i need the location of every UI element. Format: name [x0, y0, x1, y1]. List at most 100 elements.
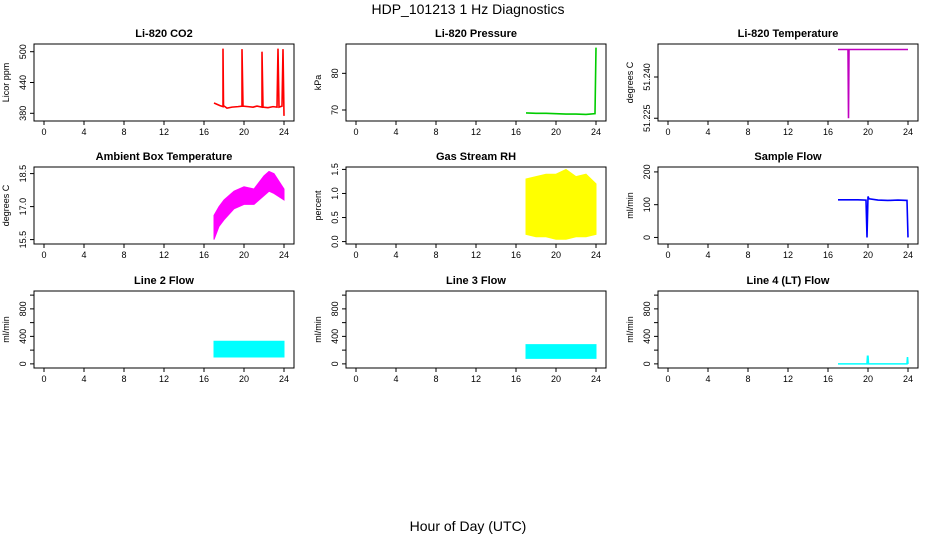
chart-panel: Li-820 Temperature degrees C 0 4 8 12 16 20 24 51…: [625, 28, 919, 137]
x-tick-label: 24: [903, 374, 913, 384]
y-tick-label: 440: [18, 75, 28, 90]
panel-title: Ambient Box Temperature: [96, 151, 233, 163]
chart-panel: Gas Stream RH percent 0 4 8 12 16 20 24 0.0 0.5 1.0…: [313, 151, 607, 260]
x-tick-label: 8: [745, 374, 750, 384]
y-tick-label: 800: [642, 301, 652, 316]
chart-panel: Line 3 Flow ml/min 0 4 8 12 16 20 24 0 400 800: [313, 275, 607, 384]
x-tick-label: 12: [159, 250, 169, 260]
x-tick-label: 4: [393, 250, 398, 260]
x-tick-label: 4: [705, 127, 710, 137]
figure-x-axis-label: Hour of Day (UTC): [410, 518, 527, 534]
y-tick-label: 0.0: [330, 235, 340, 248]
data-band: [213, 340, 285, 358]
x-tick-label: 8: [433, 374, 438, 384]
x-tick-label: 24: [591, 374, 601, 384]
x-tick-label: 16: [199, 374, 209, 384]
y-axis-label: Licor ppm: [1, 63, 11, 103]
plot-frame: [345, 43, 607, 122]
x-tick-label: 16: [511, 127, 521, 137]
y-tick-label: 500: [18, 44, 28, 59]
plot-frame: [657, 43, 919, 122]
y-tick-label: 0: [642, 235, 652, 240]
y-axis-label: percent: [313, 190, 323, 221]
data-line: [838, 355, 909, 365]
x-tick-label: 8: [745, 127, 750, 137]
data-line: [838, 48, 908, 119]
x-tick-label: 24: [903, 250, 913, 260]
x-tick-label: 20: [863, 374, 873, 384]
panel-title: Li-820 Temperature: [738, 28, 839, 40]
x-tick-label: 12: [471, 127, 481, 137]
x-tick-label: 0: [353, 250, 358, 260]
x-tick-label: 20: [551, 127, 561, 137]
panel-title: Sample Flow: [754, 151, 822, 163]
x-tick-label: 12: [159, 127, 169, 137]
x-tick-label: 4: [81, 250, 86, 260]
x-tick-label: 20: [551, 250, 561, 260]
x-tick-label: 24: [591, 250, 601, 260]
x-tick-label: 24: [279, 374, 289, 384]
panel-title: Line 4 (LT) Flow: [747, 275, 830, 287]
x-tick-label: 0: [41, 250, 46, 260]
y-tick-label: 1.0: [330, 187, 340, 200]
x-tick-label: 4: [705, 250, 710, 260]
x-tick-label: 20: [239, 250, 249, 260]
panel-title: Li-820 Pressure: [435, 28, 517, 40]
x-tick-label: 0: [41, 127, 46, 137]
y-tick-label: 380: [18, 106, 28, 121]
x-tick-label: 8: [121, 374, 126, 384]
y-tick-label: 51.240: [642, 63, 652, 91]
y-tick-label: 800: [18, 301, 28, 316]
x-tick-label: 20: [239, 374, 249, 384]
x-tick-label: 16: [511, 374, 521, 384]
y-axis-label: ml/min: [625, 192, 635, 219]
chart-panel: Ambient Box Temperature degrees C 0 4 8 12 16 2…: [1, 151, 295, 260]
panel-title: Line 3 Flow: [446, 275, 506, 287]
x-tick-label: 12: [471, 250, 481, 260]
y-tick-label: 18.5: [18, 165, 28, 183]
x-tick-label: 0: [353, 127, 358, 137]
y-tick-label: 51.225: [642, 104, 652, 132]
y-tick-label: 1.5: [330, 163, 340, 176]
x-tick-label: 24: [591, 127, 601, 137]
data-line: [838, 196, 909, 238]
y-tick-label: 0: [18, 361, 28, 366]
y-tick-label: 400: [642, 329, 652, 344]
y-tick-label: 0.5: [330, 211, 340, 224]
x-tick-label: 0: [665, 127, 670, 137]
x-tick-label: 16: [199, 250, 209, 260]
y-tick-label: 15.5: [18, 231, 28, 249]
x-tick-label: 20: [863, 127, 873, 137]
x-tick-label: 12: [159, 374, 169, 384]
x-tick-label: 0: [353, 374, 358, 384]
y-tick-label: 0: [642, 361, 652, 366]
x-tick-label: 0: [665, 374, 670, 384]
x-tick-label: 12: [783, 127, 793, 137]
data-line: [525, 47, 597, 116]
panel-title: Gas Stream RH: [436, 151, 516, 163]
x-tick-label: 0: [41, 374, 46, 384]
y-axis-label: kPa: [313, 75, 323, 91]
x-tick-label: 24: [279, 250, 289, 260]
x-tick-label: 16: [823, 250, 833, 260]
y-tick-label: 17.0: [18, 198, 28, 216]
data-band: [213, 170, 285, 240]
x-tick-label: 4: [81, 127, 86, 137]
y-axis-label: ml/min: [625, 316, 635, 343]
x-tick-label: 20: [551, 374, 561, 384]
x-tick-label: 8: [121, 127, 126, 137]
x-tick-label: 16: [511, 250, 521, 260]
x-tick-label: 8: [121, 250, 126, 260]
x-tick-label: 8: [433, 127, 438, 137]
y-axis-label: degrees C: [625, 61, 635, 103]
plot-frame: [657, 166, 919, 245]
panel-title: Line 2 Flow: [134, 275, 194, 287]
chart-panel: Li-820 CO2 Licor ppm 0 4 8 12 16 20 24 380 440 500: [1, 28, 295, 137]
y-tick-label: 200: [642, 164, 652, 179]
y-axis-label: ml/min: [313, 316, 323, 343]
plot-frame: [657, 290, 919, 369]
y-tick-label: 400: [18, 329, 28, 344]
x-tick-label: 4: [81, 374, 86, 384]
